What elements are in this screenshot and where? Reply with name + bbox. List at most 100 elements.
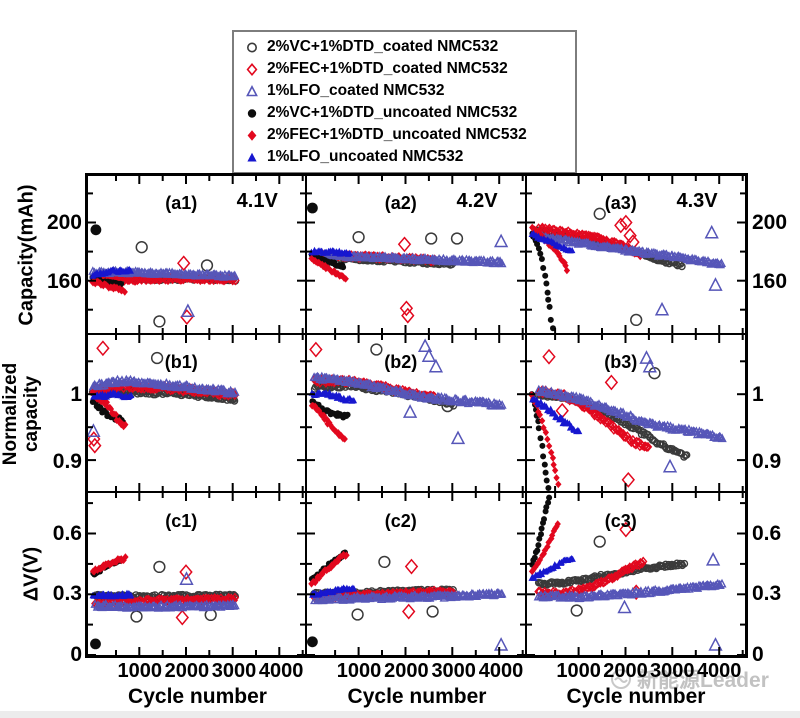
panel-c1: (c1) — [88, 493, 307, 655]
y-tick-right: 0 — [752, 643, 764, 666]
axis-ticks — [88, 335, 305, 491]
panel-voltage-a2: 4.2V — [456, 190, 498, 213]
x-tick-label: 1000 — [556, 660, 601, 682]
y-tick-right: 0.9 — [752, 449, 782, 473]
diamond-open-icon — [244, 61, 260, 77]
series-lfo_coated — [310, 587, 509, 651]
legend-item-fec_uncoated: 2%FEC+1%DTD_uncoated NMC532 — [244, 124, 569, 146]
legend-label: 1%LFO_uncoated NMC532 — [267, 148, 464, 165]
y-axis-title-capacity: Capacity(mAh) — [15, 184, 38, 326]
x-tick-label: 2000 — [164, 660, 210, 682]
series-fec_uncoated — [90, 277, 128, 296]
axis-ticks — [88, 176, 305, 333]
panel-canvas-a3 — [527, 176, 745, 333]
panel-canvas-a1 — [88, 176, 305, 333]
series-fec_uncoated — [308, 254, 349, 283]
axis-ticks — [527, 335, 745, 491]
y-tick-right: 200 — [752, 211, 788, 235]
panel-label-a3: (a3) — [604, 193, 637, 214]
y-tick-right: 160 — [752, 270, 788, 293]
triangle-open-icon — [244, 83, 260, 99]
x-tick-label: 4000 — [258, 660, 304, 682]
series-lfo_coated — [88, 374, 240, 437]
legend-label: 2%FEC+1%DTD_uncoated NMC532 — [267, 126, 527, 143]
legend-item-lfo_uncoated: 1%LFO_uncoated NMC532 — [244, 146, 569, 168]
x-axis-title: Cycle number — [566, 685, 706, 708]
series-fec_uncoated — [308, 402, 348, 443]
series-vc_coated — [91, 560, 239, 623]
x-tick-label: 1000 — [117, 660, 163, 682]
panel-label-c2: (c2) — [384, 510, 417, 531]
x-axis-title: Cycle number — [347, 685, 487, 708]
panel-canvas-b3 — [527, 335, 745, 491]
panel-a1: (a1) 4.1V — [88, 176, 307, 335]
circle-filled-icon — [244, 105, 260, 121]
legend-item-fec_coated: 2%FEC+1%DTD_coated NMC532 — [244, 58, 569, 80]
panel-voltage-a1: 4.1V — [236, 190, 278, 213]
series-lfo_coated — [310, 233, 509, 268]
y-tick-left: 1 — [70, 383, 82, 406]
circle-open-icon — [244, 39, 260, 55]
x-tick-label: 2000 — [603, 660, 648, 682]
panel-canvas-b1 — [88, 335, 305, 491]
panel-c2: (c2) — [307, 493, 527, 655]
y-tick-right: 1 — [752, 383, 764, 406]
series-lfo_uncoated — [90, 389, 135, 401]
panel-voltage-a3: 4.3V — [676, 190, 718, 213]
series-lfo_coated — [533, 551, 727, 651]
legend-box: 2%VC+1%DTD_coated NMC532 2%FEC+1%DTD_coat… — [232, 30, 577, 174]
axis-ticks — [88, 493, 305, 655]
y-tick-right: 0.3 — [752, 582, 782, 606]
plot-grid: (a1) 4.1V (a2) 4.2V (a3) 4.3V (b1) (b2) (b3) (c1)… — [85, 173, 748, 658]
panel-canvas-c2 — [307, 493, 525, 655]
series-lfo_coated — [90, 571, 240, 612]
series-vc_uncoated — [529, 494, 553, 568]
diamond-filled-icon — [244, 127, 260, 143]
panel-b1: (b1) — [88, 335, 307, 493]
panel-label-b1: (b1) — [164, 352, 198, 373]
panel-b2: (b2) — [307, 335, 527, 493]
axis-ticks — [307, 176, 525, 333]
series-lfo_uncoated — [528, 230, 576, 254]
panel-c3: (c3) — [527, 493, 745, 655]
legend-item-vc_coated: 2%VC+1%DTD_coated NMC532 — [244, 36, 569, 58]
y-tick-left: 0.3 — [52, 582, 82, 606]
x-axis-title: Cycle number — [128, 685, 267, 708]
panel-label-a1: (a1) — [165, 193, 198, 214]
bottom-strip — [0, 711, 800, 718]
x-tick-label: 1000 — [336, 660, 382, 682]
x-tick-label: 3000 — [650, 660, 695, 682]
legend-item-lfo_coated: 1%LFO_coated NMC532 — [244, 80, 569, 102]
watermark-text: 新能源Leader — [637, 669, 769, 692]
series-lfo_uncoated — [529, 395, 583, 435]
x-tick-label: 3000 — [431, 660, 476, 682]
legend-label: 2%VC+1%DTD_coated NMC532 — [267, 38, 499, 55]
series-vc_uncoated — [529, 230, 556, 332]
series-vc_coated — [535, 207, 686, 327]
panel-label-b3: (b3) — [604, 352, 638, 373]
series-fec_uncoated — [308, 550, 350, 588]
y-tick-left: 200 — [46, 211, 82, 235]
legend-item-vc_uncoated: 2%VC+1%DTD_uncoated NMC532 — [244, 102, 569, 124]
series-lfo_uncoated — [528, 555, 576, 581]
legend-label: 2%VC+1%DTD_uncoated NMC532 — [267, 104, 518, 121]
series-lfo_coated — [88, 265, 240, 318]
y-tick-left: 0.9 — [52, 449, 82, 473]
axis-ticks — [527, 493, 745, 655]
panel-label-b2: (b2) — [384, 352, 418, 373]
axis-ticks — [527, 176, 745, 333]
y-tick-left: 0 — [70, 643, 82, 666]
series-lfo_uncoated — [308, 389, 358, 404]
panel-label-a2: (a2) — [384, 193, 417, 214]
series-fec_uncoated — [89, 553, 129, 576]
series-lfo_uncoated — [89, 589, 135, 600]
watermark-logo-icon — [611, 669, 631, 689]
panel-canvas-b2 — [307, 335, 525, 491]
x-tick-label: 3000 — [211, 660, 257, 682]
series-lfo_coated — [533, 224, 727, 316]
panel-a3: (a3) 4.3V — [527, 176, 745, 335]
x-tick-label: 4000 — [478, 660, 524, 682]
y-tick-right: 0.6 — [752, 521, 782, 545]
panel-a2: (a2) 4.2V — [307, 176, 527, 335]
